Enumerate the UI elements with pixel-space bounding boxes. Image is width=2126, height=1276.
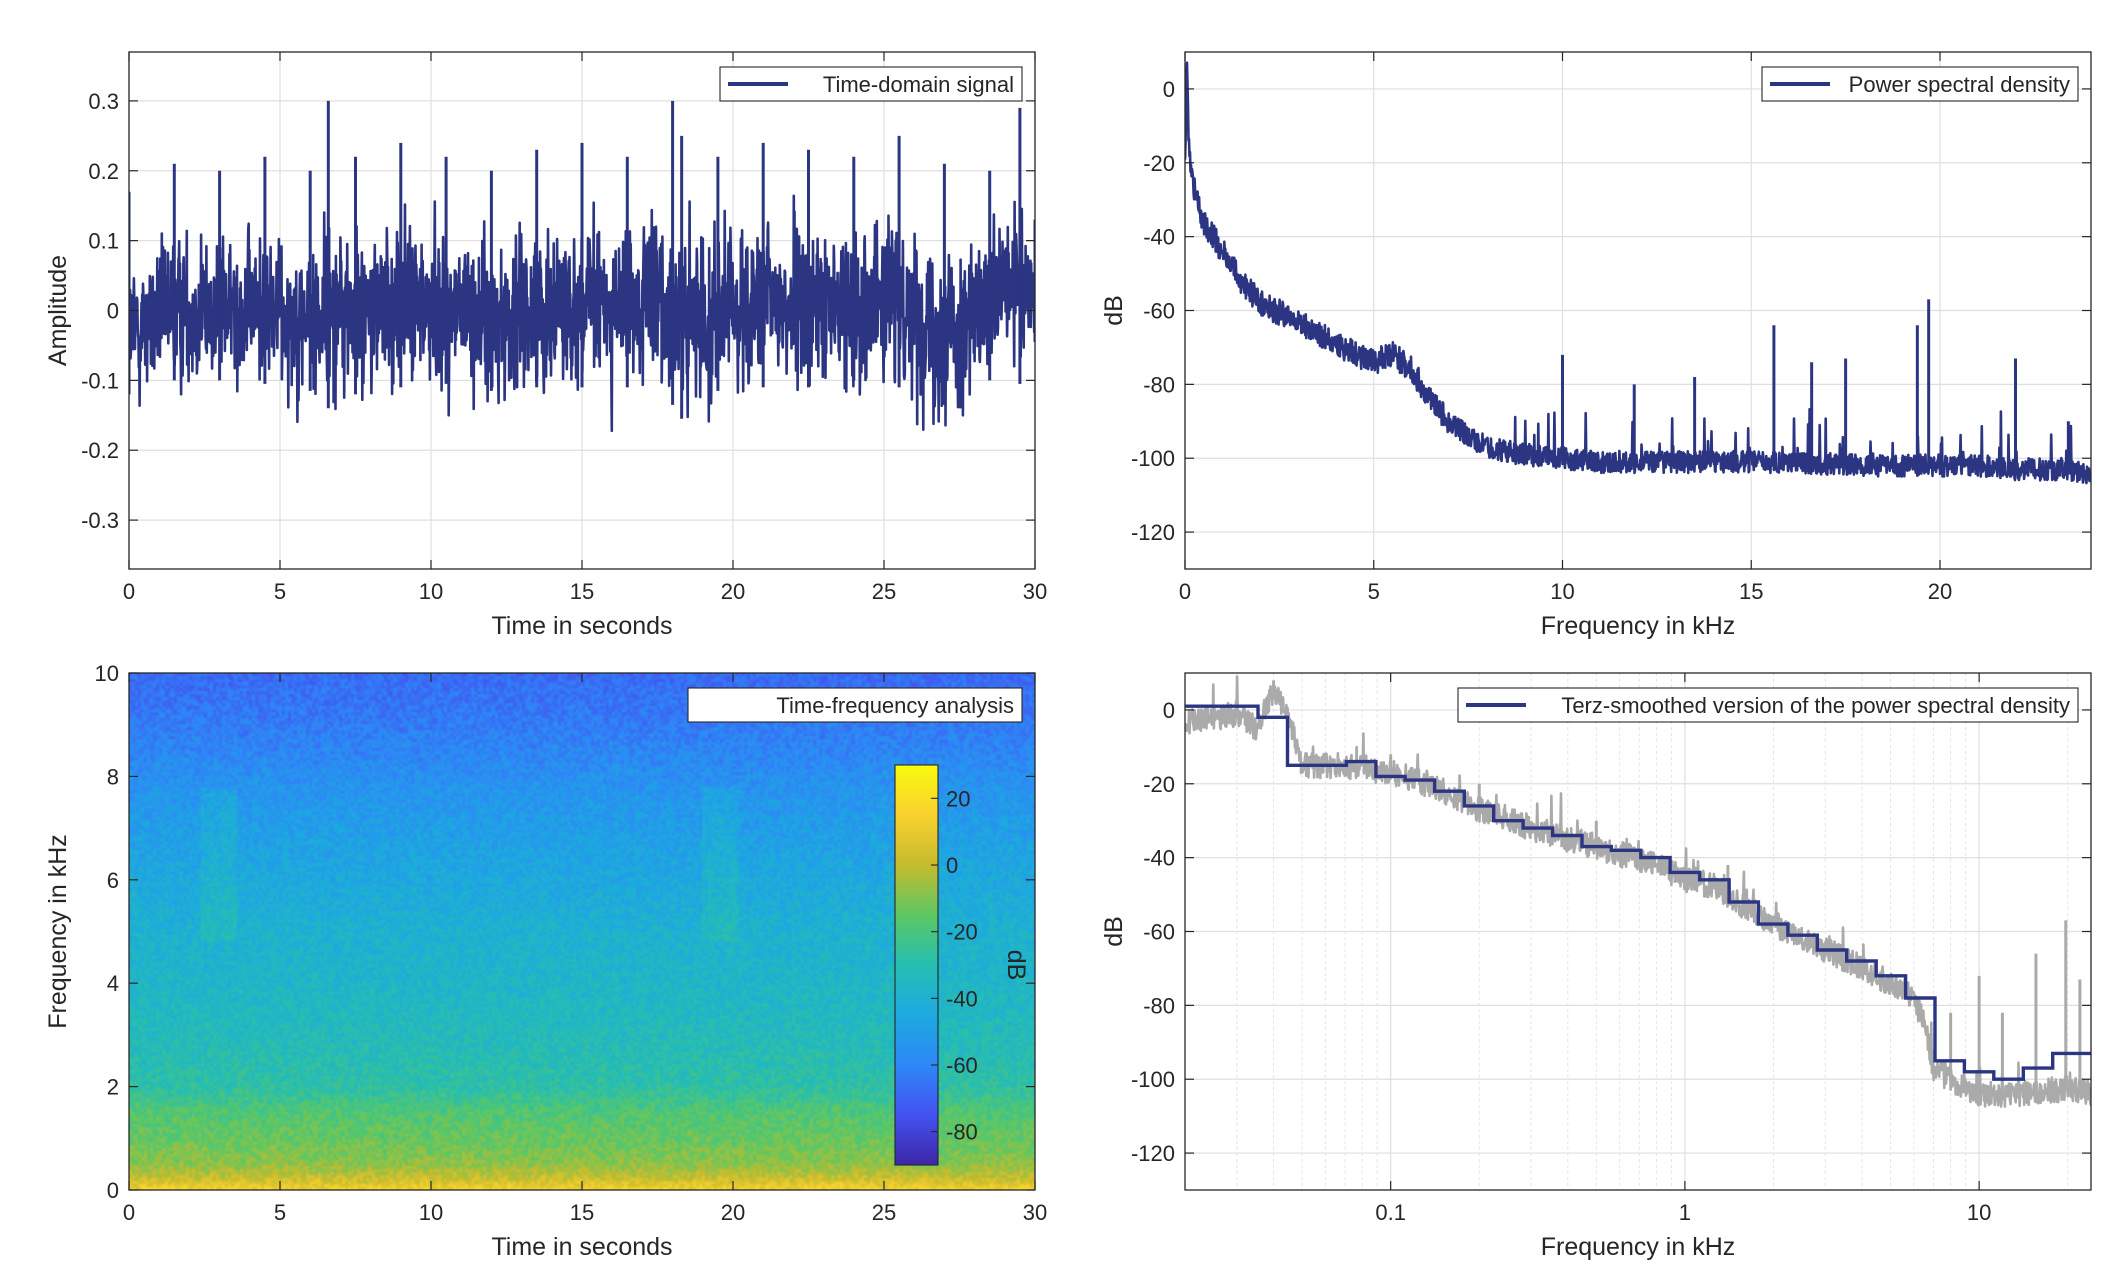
y-tick-label: 6	[107, 868, 119, 893]
y-tick-label: -80	[1143, 993, 1175, 1018]
x-tick-label: 1	[1679, 1200, 1691, 1225]
y-tick-label: -80	[1143, 372, 1175, 397]
y-tick-label: 2	[107, 1075, 119, 1100]
x-axis-label: Time in seconds	[491, 612, 672, 640]
y-tick-label: -60	[1143, 920, 1175, 945]
y-tick-label: -0.3	[81, 508, 119, 533]
y-tick-label: -40	[1143, 225, 1175, 250]
x-tick-label: 0	[123, 1200, 135, 1225]
y-tick-label: 0	[1163, 77, 1175, 102]
colorbar: 20 0 -20 -40 -60 -80 dB	[894, 764, 1030, 1166]
colorbar-tick-label: -80	[946, 1120, 978, 1145]
y-tick-label: -120	[1131, 520, 1175, 545]
y-tick-label: -0.1	[81, 368, 119, 393]
y-axis-label: dB	[1100, 295, 1128, 326]
colorbar-gradient	[894, 764, 939, 1166]
x-axis-label: Time in seconds	[491, 1233, 672, 1261]
x-tick-label: 15	[570, 1200, 594, 1225]
x-tick-label: 30	[1023, 579, 1047, 604]
x-tick-label: 10	[419, 579, 443, 604]
time-domain-chart: 0 5 10 15 20 25 30 -0.3 -0.2 -0.1 0 0.1 0.2 0.3 Time i…	[44, 51, 1047, 640]
y-tick-label: 8	[107, 764, 119, 789]
terz-chart: 0.1 1 10 -120 -100 -80 -60 -40 -20 0 Frequency in …	[1100, 672, 2092, 1261]
legend: Time-frequency analysis	[687, 687, 1023, 723]
y-tick-label: 10	[95, 661, 119, 686]
y-tick-label: 0	[107, 1178, 119, 1203]
spectrogram-image	[129, 673, 1035, 1190]
x-tick-label: 25	[872, 1200, 896, 1225]
x-tick-label: 5	[1368, 579, 1380, 604]
y-tick-label: 4	[107, 971, 119, 996]
x-tick-label: 10	[419, 1200, 443, 1225]
y-tick-label: -20	[1143, 772, 1175, 797]
y-axis-label: Amplitude	[44, 255, 72, 366]
colorbar-tick-label: -60	[946, 1053, 978, 1078]
x-tick-label: 0	[123, 579, 135, 604]
x-tick-label: 10	[1550, 579, 1574, 604]
x-tick-label: 0.1	[1375, 1200, 1406, 1225]
legend-label: Terz-smoothed version of the power spect…	[1561, 693, 2070, 718]
x-tick-label: 30	[1023, 1200, 1047, 1225]
legend: Time-domain signal	[719, 66, 1023, 102]
x-tick-label: 10	[1967, 1200, 1991, 1225]
y-tick-label: 0.2	[88, 159, 119, 184]
colorbar-tick-label: -20	[946, 920, 978, 945]
y-tick-label: 0.1	[88, 229, 119, 254]
colorbar-tick-label: 0	[946, 853, 958, 878]
x-tick-label: 20	[721, 579, 745, 604]
legend-label: Power spectral density	[1849, 72, 2070, 97]
y-tick-label: 0.3	[88, 89, 119, 114]
y-tick-label: -100	[1131, 446, 1175, 471]
colorbar-tick-label: 20	[946, 786, 970, 811]
psd-peaks	[1561, 299, 2070, 471]
spectrogram-chart: 0 5 10 15 20 25 30 0 2 4 6 8 10 Time in seconds Freque…	[44, 661, 1047, 1261]
terz-step-line	[1185, 704, 2091, 1081]
legend: Power spectral density	[1761, 66, 2079, 102]
raw-psd-line	[1185, 675, 2091, 1108]
legend-label: Time-frequency analysis	[776, 693, 1014, 718]
y-tick-label: -0.2	[81, 438, 119, 463]
x-tick-label: 0	[1179, 579, 1191, 604]
y-tick-label: -100	[1131, 1067, 1175, 1092]
legend-label: Time-domain signal	[823, 72, 1014, 97]
colorbar-tick-label: -40	[946, 986, 978, 1011]
y-tick-label: -60	[1143, 299, 1175, 324]
x-tick-label: 15	[570, 579, 594, 604]
legend: Terz-smoothed version of the power spect…	[1457, 687, 2079, 723]
x-tick-label: 5	[274, 1200, 286, 1225]
grid	[1185, 673, 2091, 1190]
psd-line	[1185, 61, 2091, 485]
signal-peaks	[129, 100, 1035, 419]
y-axis-label: Frequency in kHz	[44, 834, 72, 1029]
psd-chart: 0 5 10 15 20 -120 -100 -80 -60 -40 -20 0 Frequency i…	[1100, 51, 2092, 640]
x-tick-label: 20	[1928, 579, 1952, 604]
y-tick-label: -20	[1143, 151, 1175, 176]
colorbar-label: dB	[1002, 950, 1030, 981]
grid	[1184, 52, 2091, 569]
y-tick-label: 0	[1163, 698, 1175, 723]
x-axis-label: Frequency in kHz	[1541, 1233, 1736, 1261]
x-tick-label: 20	[721, 1200, 745, 1225]
x-tick-label: 15	[1739, 579, 1763, 604]
y-axis-label: dB	[1100, 916, 1128, 947]
y-tick-label: -40	[1143, 846, 1175, 871]
x-axis-label: Frequency in kHz	[1541, 612, 1736, 640]
y-tick-label: 0	[107, 299, 119, 324]
raw-psd-peaks	[1272, 680, 2082, 1094]
x-tick-label: 25	[872, 579, 896, 604]
y-tick-label: -120	[1131, 1141, 1175, 1166]
x-tick-label: 5	[274, 579, 286, 604]
